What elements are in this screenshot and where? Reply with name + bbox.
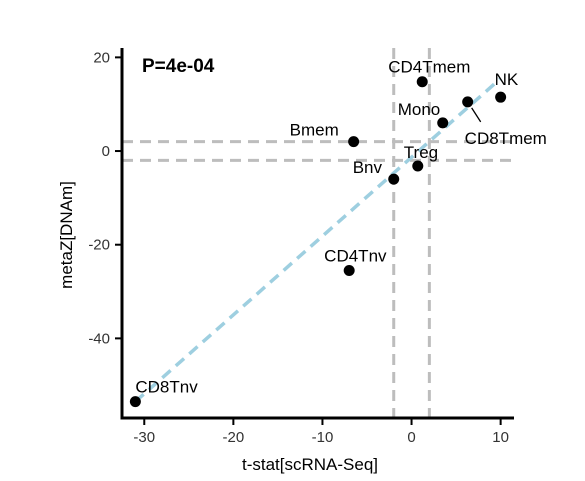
data-point-mono: [437, 117, 449, 129]
y-axis-label: metaZ[DNAm]: [57, 181, 76, 289]
data-point-cd4tmem: [416, 76, 428, 88]
x-tick-label--20: -20: [223, 429, 245, 446]
trend-line: [134, 77, 502, 403]
reference-lines: [122, 48, 514, 418]
data-point-bmem: [348, 136, 360, 148]
point-label-nk: NK: [495, 70, 519, 89]
data-point-treg: [412, 160, 424, 172]
point-labels: CD8Tnv CD4Tnv Bmem Bnv Treg CD4Tmem Mono CD8Tme…: [135, 58, 546, 397]
x-tick-label-0: 0: [407, 429, 415, 446]
point-label-bnv: Bnv: [353, 158, 383, 177]
point-label-cd8tnv: CD8Tnv: [135, 378, 198, 397]
point-label-cd8tmem: CD8Tmem: [465, 129, 547, 148]
x-axis-label: t-stat[scRNA-Seq]: [242, 455, 378, 474]
y-tick-label-0: 0: [102, 143, 110, 160]
y-tick-label-20: 20: [93, 49, 110, 66]
data-point-nk: [495, 91, 507, 103]
y-tick-label--20: -20: [88, 237, 110, 254]
data-point-bnv: [388, 173, 400, 185]
p-value-annotation: P=4e-04: [142, 56, 215, 77]
point-label-cd4tnv: CD4Tnv: [324, 246, 387, 265]
x-tick-label-10: 10: [492, 429, 509, 446]
data-point-cd8tnv: [129, 396, 141, 408]
data-point-cd4tnv: [343, 264, 355, 276]
data-point-cd8tmem: [462, 96, 474, 108]
point-label-cd4tmem: CD4Tmem: [388, 58, 470, 77]
axes: -30 -20 -10 0 10 -40 -20 0 20: [88, 48, 514, 446]
data-points: [129, 76, 507, 408]
x-tick-label--10: -10: [312, 429, 334, 446]
x-tick-label--30: -30: [133, 429, 155, 446]
point-label-bmem: Bmem: [290, 121, 339, 140]
point-label-treg: Treg: [404, 143, 438, 162]
point-label-leader-cd8tmem: [471, 107, 482, 123]
point-label-mono: Mono: [398, 100, 441, 119]
y-tick-label--40: -40: [88, 330, 110, 347]
